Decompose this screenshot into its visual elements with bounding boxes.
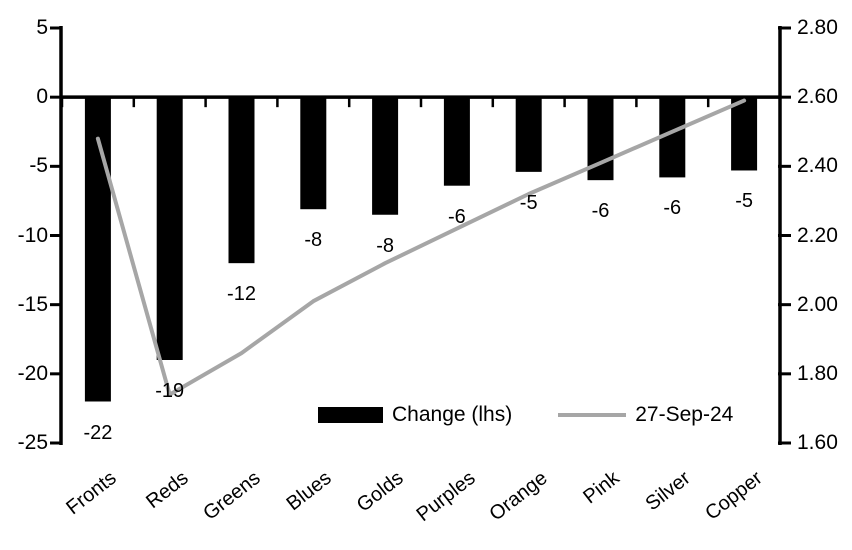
right-axis-tick-label: 2.60 xyxy=(797,85,838,109)
legend-label-change: Change (lhs) xyxy=(392,403,513,426)
left-axis-tick-label: -25 xyxy=(17,431,48,454)
legend: Change (lhs) 27-Sep-24 xyxy=(318,402,733,428)
left-axis-tick-label: 5 xyxy=(36,16,48,39)
right-axis-tick-label: 1.60 xyxy=(797,431,838,454)
bar xyxy=(84,97,111,402)
right-axis-tick-label: 1.80 xyxy=(797,361,838,385)
right-axis-tick-label: 2.80 xyxy=(797,16,838,39)
right-axis-tick-label: 2.40 xyxy=(797,154,838,178)
left-axis-tick-label: -15 xyxy=(17,292,48,316)
line-series-swatch xyxy=(558,413,627,417)
bar xyxy=(156,97,183,361)
bar-series-swatch xyxy=(318,407,383,423)
bar xyxy=(731,97,758,171)
bar xyxy=(372,97,399,215)
legend-label-date: 27-Sep-24 xyxy=(635,403,734,426)
right-axis-tick-label: 2.00 xyxy=(797,292,838,316)
left-axis-tick-label: -10 xyxy=(17,223,48,247)
bar xyxy=(228,97,255,264)
bar-value-label: -12 xyxy=(227,283,256,306)
left-axis-tick-label: 0 xyxy=(36,85,48,109)
bar-value-label: -19 xyxy=(155,380,185,402)
bar-value-label: -8 xyxy=(376,234,394,257)
bar-value-label: -6 xyxy=(663,197,682,220)
left-axis-tick-label: -5 xyxy=(29,154,48,178)
bar-value-label: -6 xyxy=(591,200,610,223)
bar-value-label: -8 xyxy=(304,229,323,252)
legend-item-change: Change (lhs) xyxy=(318,402,512,428)
bar xyxy=(443,97,470,186)
legend-item-line: 27-Sep-24 xyxy=(558,402,733,428)
right-axis-tick-label: 2.20 xyxy=(797,223,838,247)
bar xyxy=(300,97,327,210)
bar xyxy=(515,97,542,172)
bar-value-label: -22 xyxy=(83,421,113,444)
bar-value-label: -5 xyxy=(735,190,753,213)
bar-value-label: -5 xyxy=(519,191,538,214)
bar-value-label: -6 xyxy=(447,205,466,228)
series-line xyxy=(95,98,747,397)
left-axis-tick-label: -20 xyxy=(17,361,48,385)
